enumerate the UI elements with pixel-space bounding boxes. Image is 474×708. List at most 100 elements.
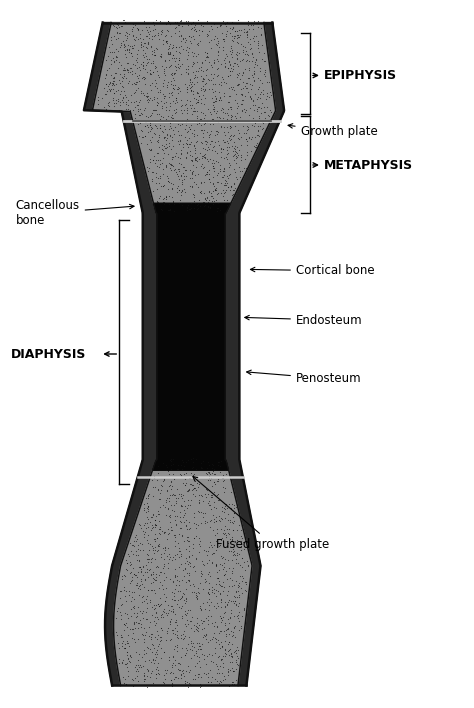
Point (209, 191, 216, 202)
Point (202, 69, 210, 81)
Point (249, 69, 256, 80)
Point (148, 602, 155, 613)
Point (119, 14, 127, 25)
Point (141, 130, 149, 141)
Point (110, 100, 118, 111)
Point (115, 653, 123, 665)
Point (216, 533, 223, 544)
Point (251, 88, 259, 100)
Point (155, 493, 163, 505)
Point (166, 101, 174, 112)
Point (203, 52, 211, 63)
Point (185, 567, 193, 578)
Point (128, 539, 135, 551)
Point (192, 648, 200, 659)
Point (100, 102, 108, 113)
Point (165, 48, 173, 59)
Point (203, 126, 211, 137)
Point (219, 15, 227, 26)
Point (232, 586, 240, 597)
Point (171, 617, 178, 628)
Point (225, 628, 232, 639)
Point (140, 633, 147, 644)
Point (183, 103, 191, 114)
Point (110, 88, 118, 99)
Point (142, 130, 149, 142)
Point (131, 594, 138, 605)
Point (249, 71, 256, 82)
Point (152, 669, 160, 680)
Point (143, 681, 151, 692)
Point (193, 155, 201, 166)
Point (140, 673, 147, 685)
Point (190, 456, 197, 467)
Point (236, 171, 244, 183)
Point (181, 479, 189, 491)
Point (166, 162, 173, 173)
Point (153, 82, 161, 93)
Point (178, 574, 186, 586)
Point (201, 517, 209, 528)
Point (238, 166, 246, 177)
Point (127, 595, 135, 607)
Point (152, 520, 160, 531)
Point (207, 34, 215, 45)
Point (190, 538, 197, 549)
Point (203, 144, 211, 156)
Point (217, 58, 225, 69)
Point (120, 619, 128, 630)
Point (146, 597, 153, 608)
Point (208, 195, 216, 207)
Point (202, 467, 210, 478)
Point (229, 544, 237, 555)
Point (185, 485, 193, 496)
Point (185, 678, 192, 689)
Point (242, 26, 250, 38)
Point (137, 565, 145, 576)
Point (228, 535, 236, 546)
Point (143, 647, 150, 658)
Point (257, 30, 264, 41)
Point (144, 571, 152, 583)
Point (124, 630, 132, 641)
Point (232, 115, 239, 126)
Point (144, 39, 152, 50)
Point (249, 113, 256, 124)
Point (191, 482, 199, 493)
Point (217, 93, 224, 104)
Point (207, 74, 214, 86)
Point (177, 35, 184, 47)
Point (214, 198, 221, 209)
Point (184, 660, 191, 671)
Point (212, 544, 220, 555)
Point (197, 490, 204, 501)
Point (236, 571, 244, 582)
Point (218, 612, 225, 623)
Point (191, 619, 198, 630)
Point (200, 667, 207, 678)
Point (115, 22, 123, 33)
Point (186, 99, 194, 110)
Point (199, 495, 207, 506)
Point (224, 127, 232, 138)
Point (187, 154, 195, 166)
Point (191, 152, 199, 164)
Point (168, 554, 175, 566)
Point (159, 193, 166, 205)
Point (143, 138, 151, 149)
Point (187, 149, 194, 161)
Point (191, 475, 199, 486)
Point (187, 84, 195, 96)
Point (164, 47, 172, 59)
Point (140, 648, 148, 659)
Point (141, 656, 148, 667)
Point (265, 91, 273, 103)
Point (161, 90, 168, 101)
Point (169, 183, 176, 194)
Point (198, 25, 205, 37)
Point (189, 587, 196, 598)
Point (149, 67, 157, 78)
Point (231, 184, 238, 195)
Point (167, 164, 175, 176)
Point (179, 477, 187, 489)
